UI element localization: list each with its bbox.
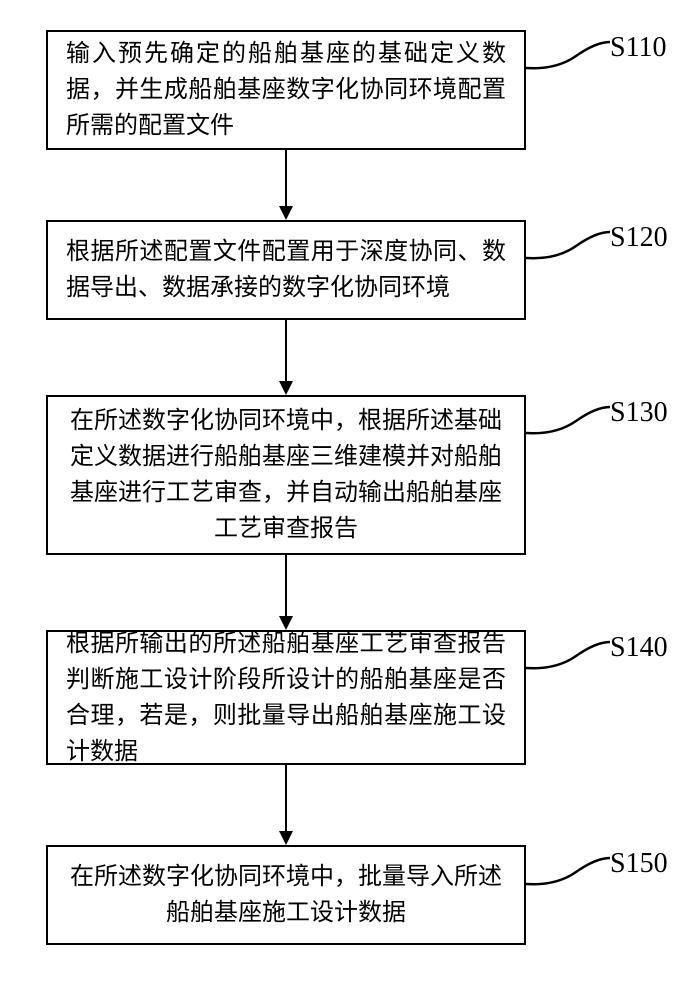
flow-node-s140: 根据所输出的所述船舶基座工艺审查报告判断施工设计阶段所设计的船舶基座是否合理，若… xyxy=(46,630,526,765)
flow-node-s110: 输入预先确定的船舶基座的基础定义数据，并生成船舶基座数字化协同环境配置所需的配置… xyxy=(46,30,526,150)
flow-node-text: 在所述数字化协同环境中，批量导入所述船舶基座施工设计数据 xyxy=(66,859,506,931)
flow-node-s150: 在所述数字化协同环境中，批量导入所述船舶基座施工设计数据 xyxy=(46,845,526,945)
flow-node-s130: 在所述数字化协同环境中，根据所述基础定义数据进行船舶基座三维建模并对船舶基座进行… xyxy=(46,395,526,555)
step-label-s130: S130 xyxy=(610,397,668,429)
flow-node-text: 根据所输出的所述船舶基座工艺审查报告判断施工设计阶段所设计的船舶基座是否合理，若… xyxy=(66,626,506,770)
step-label-s140: S140 xyxy=(610,632,668,664)
label-callout-s140 xyxy=(526,638,610,678)
flow-node-text: 在所述数字化协同环境中，根据所述基础定义数据进行船舶基座三维建模并对船舶基座进行… xyxy=(66,403,506,547)
flow-arrow-1 xyxy=(272,150,300,222)
flow-node-s120: 根据所述配置文件配置用于深度协同、数据导出、数据承接的数字化协同环境 xyxy=(46,220,526,320)
label-callout-s130 xyxy=(526,403,610,443)
flow-arrow-4 xyxy=(272,765,300,847)
step-label-s110: S110 xyxy=(610,32,667,64)
flow-node-text: 根据所述配置文件配置用于深度协同、数据导出、数据承接的数字化协同环境 xyxy=(66,234,506,306)
flow-node-text: 输入预先确定的船舶基座的基础定义数据，并生成船舶基座数字化协同环境配置所需的配置… xyxy=(66,36,506,144)
flow-arrow-2 xyxy=(272,320,300,397)
step-label-s150: S150 xyxy=(610,848,668,880)
label-callout-s120 xyxy=(526,228,610,268)
step-label-s120: S120 xyxy=(610,222,668,254)
label-callout-s110 xyxy=(526,38,610,78)
label-callout-s150 xyxy=(526,854,610,894)
flow-arrow-3 xyxy=(272,555,300,632)
flowchart-canvas: 输入预先确定的船舶基座的基础定义数据，并生成船舶基座数字化协同环境配置所需的配置… xyxy=(0,0,692,1000)
